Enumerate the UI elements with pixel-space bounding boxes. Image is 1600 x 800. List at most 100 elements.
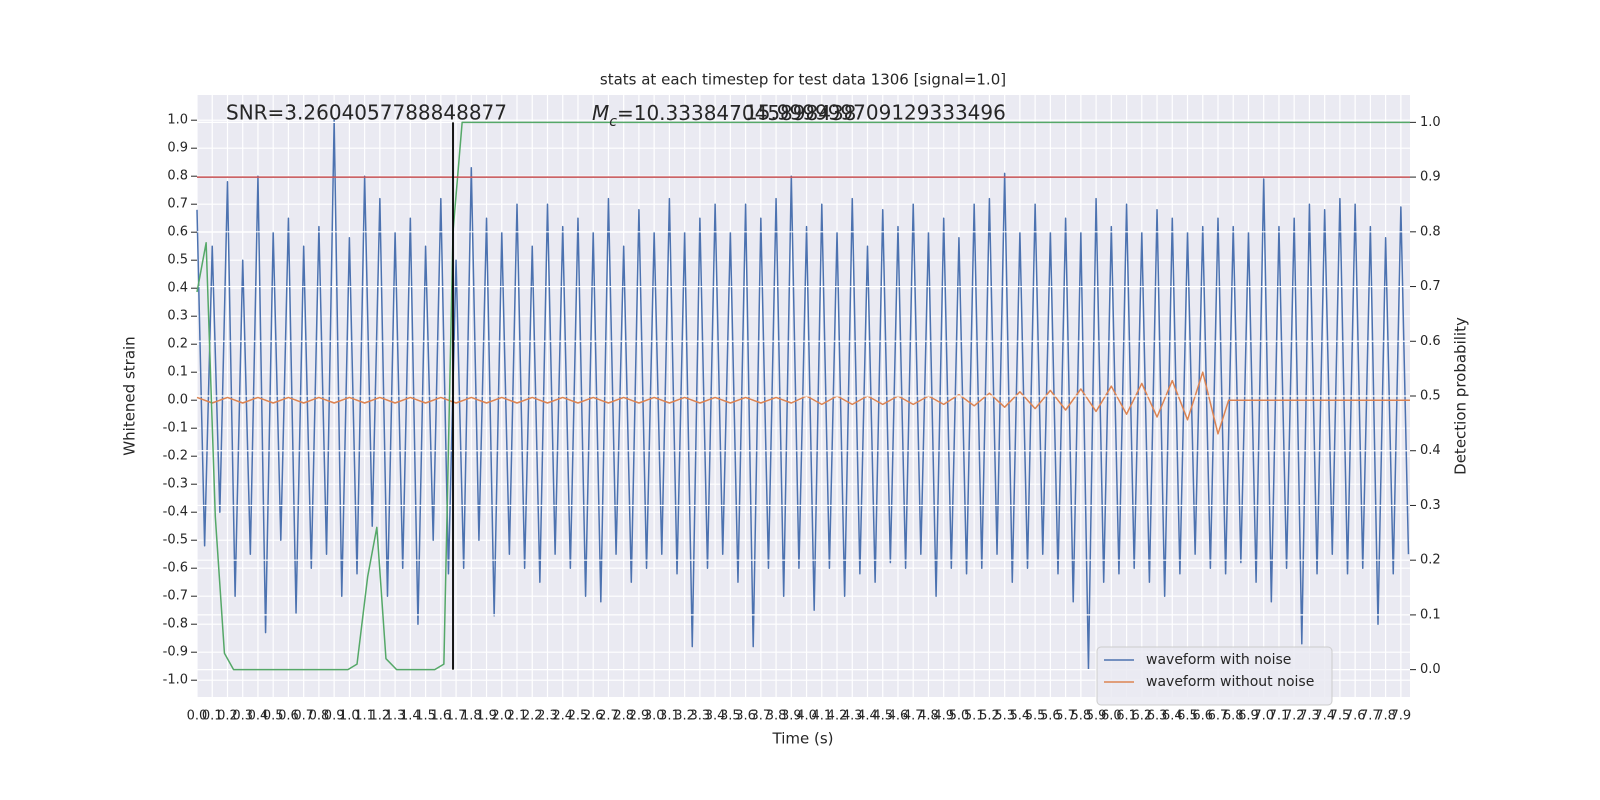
x-tick-label: 5.3 xyxy=(994,709,1015,724)
x-tick-label: 7.1 xyxy=(1269,709,1290,724)
x-tick-label: 5.5 xyxy=(1025,709,1046,724)
y-tick-label: 1.0 xyxy=(167,113,188,128)
x-tick-label: 4.3 xyxy=(842,709,863,724)
x-tick-label: 1.6 xyxy=(430,709,451,724)
y-tick-label: -1.0 xyxy=(163,673,188,688)
x-tick-label: 0.7 xyxy=(293,709,314,724)
x-tick-label: 6.4 xyxy=(1162,709,1183,724)
x-tick-label: 2.0 xyxy=(491,709,512,724)
legend-box xyxy=(1096,646,1333,706)
x-tick-label: 4.5 xyxy=(872,709,893,724)
y-tick-label: -0.7 xyxy=(163,589,188,604)
y-tick-label: 0.9 xyxy=(167,141,188,156)
y-axis-label: Whitened strain xyxy=(121,336,139,455)
x-axis-label: Time (s) xyxy=(772,730,834,748)
x-tick-label: 1.9 xyxy=(476,709,497,724)
x-tick-label: 3.8 xyxy=(766,709,787,724)
mc-value: =10.333847045898438 xyxy=(617,101,856,125)
y-tick-label: -0.5 xyxy=(163,533,188,548)
x-tick-label: 6.5 xyxy=(1177,709,1198,724)
second-annotation: 15.999999709129333496 xyxy=(745,101,1006,125)
x-tick-label: 2.3 xyxy=(537,709,558,724)
x-tick-label: 4.1 xyxy=(811,709,832,724)
x-tick-label: 0.0 xyxy=(187,709,208,724)
x-tick-label: 7.5 xyxy=(1330,709,1351,724)
snr-annotation: SNR=3.2604057788848877 xyxy=(226,101,507,125)
x-tick-label: 3.3 xyxy=(690,709,711,724)
x-tick-label: 2.2 xyxy=(522,709,543,724)
x-tick-label: 0.9 xyxy=(324,709,345,724)
x-tick-label: 5.7 xyxy=(1055,709,1076,724)
chart-title: stats at each timestep for test data 130… xyxy=(600,71,1006,89)
x-tick-label: 7.3 xyxy=(1299,709,1320,724)
x-tick-label: 5.0 xyxy=(949,709,970,724)
legend-label: waveform with noise xyxy=(1146,652,1291,668)
y2-tick-label: 0.2 xyxy=(1420,553,1441,568)
ticks: -1.0 -0.9 -0.8 -0.7 -0.6 -0.5 -0.4 -0.3 -0.2 -0.1… xyxy=(163,113,1441,724)
x-tick-label: 7.7 xyxy=(1360,709,1381,724)
y-tick-label: -0.1 xyxy=(163,421,188,436)
y-tick-label: -0.8 xyxy=(163,617,188,632)
y-tick-label: 0.8 xyxy=(167,169,188,184)
series-line xyxy=(196,371,1410,435)
x-tick-label: 2.6 xyxy=(583,709,604,724)
x-tick-label: 3.5 xyxy=(720,709,741,724)
y-tick-label: 0.5 xyxy=(167,253,188,268)
x-tick-label: 3.4 xyxy=(705,709,726,724)
y-tick-label: -0.4 xyxy=(163,505,188,520)
x-tick-label: 6.3 xyxy=(1147,709,1168,724)
y-tick-label: 0.6 xyxy=(167,225,188,240)
x-tick-label: 3.0 xyxy=(644,709,665,724)
x-tick-label: 0.8 xyxy=(309,709,330,724)
x-tick-label: 2.8 xyxy=(613,709,634,724)
y-tick-label: -0.2 xyxy=(163,449,188,464)
x-tick-label: 6.8 xyxy=(1223,709,1244,724)
y-tick-label: 0.0 xyxy=(167,393,188,408)
x-tick-label: 1.2 xyxy=(370,709,391,724)
x-tick-label: 4.6 xyxy=(888,709,909,724)
x-tick-label: 2.5 xyxy=(568,709,589,724)
x-tick-label: 4.7 xyxy=(903,709,924,724)
y2-tick-label: 0.9 xyxy=(1420,170,1441,185)
x-tick-label: 6.0 xyxy=(1101,709,1122,724)
x-tick-label: 1.5 xyxy=(415,709,436,724)
y-tick-label: 0.2 xyxy=(167,337,188,352)
x-tick-label: 2.9 xyxy=(629,709,650,724)
x-tick-label: 3.1 xyxy=(659,709,680,724)
y2-tick-label: 0.5 xyxy=(1420,389,1441,404)
y2-tick-label: 0.0 xyxy=(1420,662,1441,677)
legend: waveform with noise waveform without nois… xyxy=(1096,646,1333,706)
x-tick-label: 7.2 xyxy=(1284,709,1305,724)
x-tick-label: 5.4 xyxy=(1010,709,1031,724)
y2-tick-label: 0.3 xyxy=(1420,498,1441,513)
x-tick-label: 0.3 xyxy=(232,709,253,724)
x-tick-label: 6.7 xyxy=(1208,709,1229,724)
x-tick-label: 3.7 xyxy=(750,709,771,724)
x-tick-label: 6.2 xyxy=(1131,709,1152,724)
y-tick-label: -0.9 xyxy=(163,645,188,660)
y2-tick-label: 1.0 xyxy=(1420,115,1441,130)
mc-symbol: M xyxy=(592,101,609,125)
x-tick-label: 2.1 xyxy=(507,709,528,724)
x-tick-label: 6.6 xyxy=(1192,709,1213,724)
x-tick-label: 4.9 xyxy=(933,709,954,724)
y-tick-label: 0.7 xyxy=(167,197,188,212)
x-tick-label: 4.4 xyxy=(857,709,878,724)
mc-annotation: Mc=10.333847045898438 xyxy=(592,101,856,131)
x-tick-label: 5.8 xyxy=(1071,709,1092,724)
y-tick-label: -0.6 xyxy=(163,561,188,576)
y-tick-label: 0.3 xyxy=(167,309,188,324)
right-data xyxy=(196,121,1410,671)
x-tick-label: 7.6 xyxy=(1345,709,1366,724)
y-tick-label: -0.3 xyxy=(163,477,188,492)
x-tick-label: 7.8 xyxy=(1375,709,1396,724)
y2-tick-label: 0.6 xyxy=(1420,334,1441,349)
legend-label: waveform without noise xyxy=(1146,674,1314,690)
y-tick-label: 0.1 xyxy=(167,365,188,380)
x-tick-label: 1.8 xyxy=(461,709,482,724)
x-tick-label: 3.6 xyxy=(735,709,756,724)
x-tick-label: 2.4 xyxy=(552,709,573,724)
x-tick-label: 5.6 xyxy=(1040,709,1061,724)
x-tick-label: 5.9 xyxy=(1086,709,1107,724)
